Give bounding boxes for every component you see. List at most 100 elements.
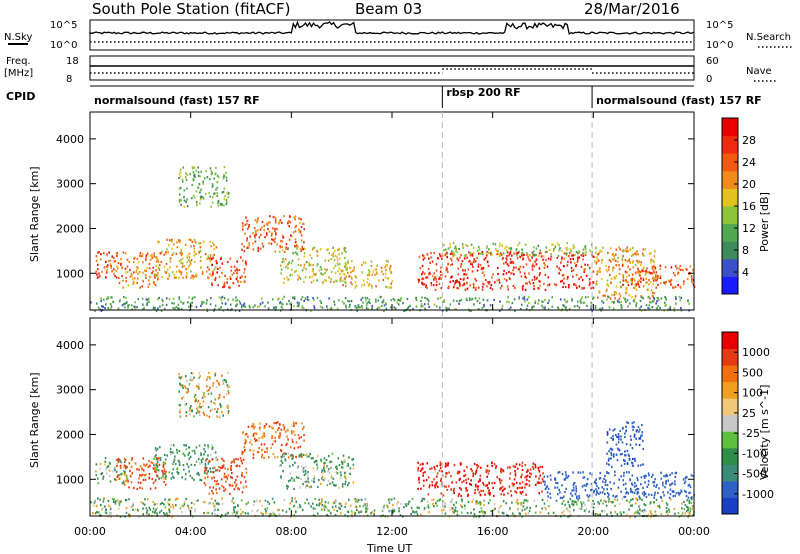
heatmap-cell bbox=[602, 502, 604, 505]
heatmap-cell bbox=[526, 500, 529, 503]
heatmap-cell bbox=[334, 499, 337, 502]
heatmap-cell bbox=[292, 252, 295, 255]
heatmap-cell bbox=[635, 443, 637, 446]
heatmap-cell bbox=[634, 482, 636, 485]
heatmap-cell bbox=[389, 265, 392, 268]
heatmap-cell bbox=[529, 253, 531, 257]
heatmap-cell bbox=[95, 270, 97, 273]
heatmap-cell bbox=[438, 277, 440, 281]
heatmap-cell bbox=[361, 296, 364, 299]
heatmap-cell bbox=[546, 491, 549, 494]
heatmap-cell bbox=[169, 260, 172, 263]
heatmap-cell bbox=[472, 265, 474, 268]
heatmap-cell bbox=[691, 277, 693, 280]
heatmap-cell bbox=[446, 251, 448, 254]
heatmap-cell bbox=[657, 491, 659, 494]
heatmap-cell bbox=[286, 487, 289, 490]
heatmap-cell bbox=[563, 298, 566, 301]
heatmap-cell bbox=[195, 274, 198, 277]
heatmap-cell bbox=[210, 245, 212, 248]
heatmap-cell bbox=[433, 505, 435, 508]
heatmap-cell bbox=[318, 504, 320, 507]
heatmap-cell bbox=[257, 246, 259, 249]
heatmap-cell bbox=[582, 251, 585, 254]
heatmap-cell bbox=[249, 306, 251, 309]
heatmap-cell bbox=[391, 507, 394, 511]
heatmap-cell bbox=[589, 472, 591, 475]
heatmap-cell bbox=[620, 438, 622, 441]
heatmap-cell bbox=[191, 240, 194, 243]
heatmap-cell bbox=[178, 390, 180, 393]
heatmap-cell bbox=[236, 260, 238, 263]
heatmap-cell bbox=[653, 481, 656, 484]
heatmap-cell bbox=[235, 296, 237, 299]
heatmap-cell bbox=[635, 430, 638, 433]
heatmap-cell bbox=[559, 269, 562, 272]
heatmap-cell bbox=[186, 463, 188, 466]
heatmap-cell bbox=[154, 503, 156, 506]
heatmap-cell bbox=[289, 502, 291, 505]
heatmap-cell bbox=[219, 404, 222, 407]
heatmap-cell bbox=[572, 486, 575, 489]
heatmap-cell bbox=[305, 472, 307, 475]
heatmap-cell bbox=[525, 307, 528, 310]
heatmap-cell bbox=[148, 513, 150, 516]
heatmap-cell bbox=[569, 497, 572, 501]
heatmap-cell bbox=[254, 439, 257, 443]
heatmap-cell bbox=[612, 435, 614, 438]
heatmap-cell bbox=[601, 300, 603, 303]
heatmap-cell bbox=[485, 246, 488, 249]
heatmap-cell bbox=[514, 465, 516, 468]
heatmap-cell bbox=[634, 459, 636, 462]
heatmap-cell bbox=[128, 515, 131, 518]
heatmap-cell bbox=[183, 444, 185, 447]
heatmap-cell bbox=[443, 249, 446, 252]
heatmap-cell bbox=[613, 293, 616, 297]
heatmap-cell bbox=[628, 471, 630, 474]
heatmap-cell bbox=[383, 504, 385, 507]
heatmap-cell bbox=[396, 503, 398, 506]
heatmap-cell bbox=[431, 484, 434, 487]
heatmap-cell bbox=[260, 297, 263, 300]
heatmap-cell bbox=[456, 257, 459, 260]
heatmap-cell bbox=[235, 485, 237, 488]
heatmap-cell bbox=[599, 270, 601, 273]
heatmap-cell bbox=[341, 466, 344, 469]
heatmap-cell bbox=[687, 484, 690, 487]
heatmap-cell bbox=[591, 488, 593, 491]
heatmap-cell bbox=[202, 240, 205, 243]
heatmap-cell bbox=[179, 168, 182, 171]
heatmap-cell bbox=[441, 309, 444, 312]
heatmap-cell bbox=[640, 309, 643, 312]
heatmap-cell bbox=[340, 474, 342, 477]
heatmap-cell bbox=[670, 266, 673, 269]
colorbar-swatch bbox=[722, 447, 738, 465]
heatmap-cell bbox=[323, 461, 325, 465]
heatmap-cell bbox=[669, 484, 671, 487]
heatmap-cell bbox=[639, 307, 641, 310]
heatmap-cell bbox=[130, 481, 133, 484]
heatmap-cell bbox=[348, 498, 350, 501]
heatmap-cell bbox=[148, 476, 151, 479]
heatmap-cell bbox=[266, 223, 269, 226]
heatmap-cell bbox=[671, 472, 673, 475]
heatmap-cell bbox=[598, 290, 600, 293]
heatmap-cell bbox=[392, 509, 395, 512]
heatmap-cell bbox=[523, 298, 526, 301]
heatmap-cell bbox=[149, 464, 151, 467]
heatmap-cell bbox=[571, 270, 573, 273]
heatmap-cell bbox=[227, 404, 229, 407]
heatmap-cell bbox=[221, 513, 223, 517]
heatmap-cell bbox=[515, 247, 518, 251]
heatmap-cell bbox=[138, 515, 140, 518]
heatmap-cell bbox=[488, 248, 490, 251]
heatmap-cell bbox=[209, 303, 212, 306]
heatmap-cell bbox=[242, 225, 244, 228]
heatmap-cell bbox=[596, 273, 598, 276]
heatmap-cell bbox=[633, 425, 635, 429]
heatmap-cell bbox=[448, 485, 450, 488]
heatmap-cell bbox=[571, 500, 574, 503]
heatmap-cell bbox=[291, 476, 293, 480]
heatmap-cell bbox=[398, 510, 400, 513]
heatmap-cell bbox=[344, 263, 347, 266]
